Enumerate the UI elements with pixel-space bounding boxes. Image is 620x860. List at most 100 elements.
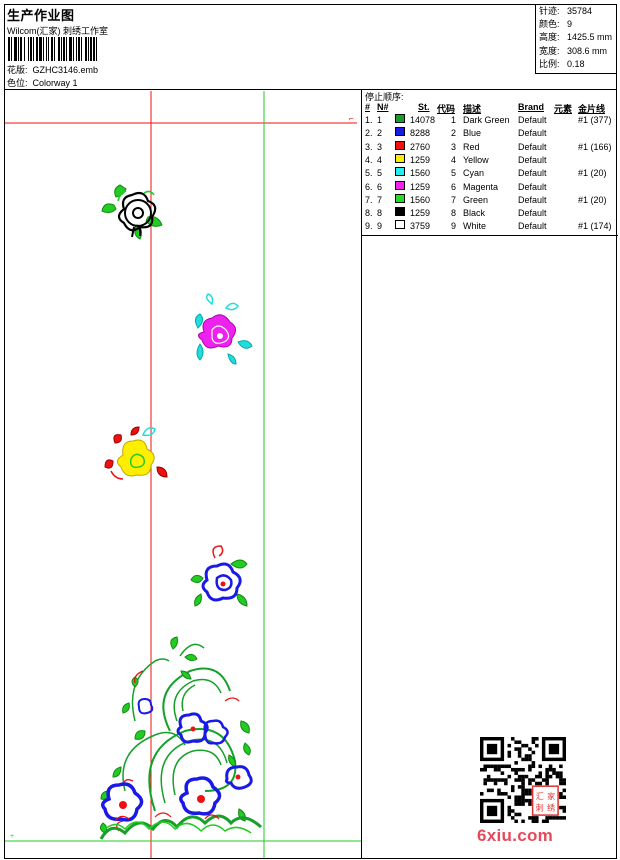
- row-sequin: #1 (20): [578, 168, 607, 179]
- row-stitches: 1560: [410, 168, 431, 179]
- qr-module: [531, 816, 536, 820]
- qr-module: [521, 781, 525, 786]
- barcode-bar: [18, 37, 19, 61]
- seal-character: 汇: [536, 792, 544, 801]
- row-needle: 5: [377, 168, 383, 179]
- barcode-bar: [39, 37, 42, 61]
- row-num: 9.: [365, 221, 373, 232]
- studio-name: Wilcom(汇家) 刺绣工作室: [7, 26, 108, 36]
- qr-module: [541, 819, 546, 823]
- row-description: Red: [463, 141, 480, 152]
- qr-module: [559, 816, 563, 820]
- row-stitches: 3759: [410, 221, 431, 232]
- qr-module: [480, 792, 484, 796]
- qr-module: [517, 812, 522, 817]
- row-code: 3: [451, 141, 457, 152]
- table-row: 3. 3 2760 3 Red Default #1 (166): [362, 140, 618, 154]
- qr-module: [483, 767, 487, 772]
- qr-module: [538, 781, 543, 786]
- qr-finder: [486, 743, 498, 755]
- col-header-n: N#: [377, 102, 389, 112]
- row-sequin: #1 (377): [578, 115, 612, 125]
- qr-module: [517, 750, 522, 755]
- col-header-code: 代码: [437, 104, 456, 114]
- qr-module: [535, 737, 539, 741]
- barcode-bar: [69, 37, 72, 61]
- qr-module: [490, 764, 494, 769]
- qr-module: [548, 767, 553, 772]
- qr-module: [480, 767, 484, 772]
- qr-module: [545, 778, 549, 782]
- table-row: 9. 9 3759 9 White Default #1 (174): [362, 220, 618, 233]
- row-stitches: 1259: [410, 208, 431, 219]
- qr-module: [493, 767, 498, 772]
- qr-module: [521, 757, 525, 762]
- qr-module: [517, 774, 522, 779]
- barcode-bar: [81, 37, 82, 61]
- qr-module: [541, 778, 546, 782]
- col-header-num: #: [365, 102, 371, 112]
- qr-module: [486, 778, 491, 782]
- barcode-bar: [95, 37, 96, 61]
- row-description: Dark Green: [463, 115, 510, 125]
- table-row: 7. 7 1560 7 Green Default #1 (20): [362, 193, 618, 207]
- page-frame: [4, 4, 617, 859]
- barcode-bar: [47, 37, 48, 61]
- qr-module: [507, 812, 512, 817]
- qr-module: [510, 737, 515, 741]
- row-brand: Default: [518, 168, 547, 179]
- qr-module: [538, 774, 543, 779]
- qr-module: [500, 771, 505, 775]
- barcode-bar: [25, 37, 28, 61]
- qr-module: [500, 764, 505, 769]
- qr-module: [545, 781, 549, 786]
- qr-module: [528, 802, 532, 806]
- color-swatch: [395, 127, 405, 137]
- row-needle: 4: [377, 154, 383, 165]
- row-needle: 6: [377, 181, 383, 192]
- barcode-bar: [88, 37, 89, 61]
- barcode-bar: [65, 37, 66, 61]
- qr-finder: [486, 805, 498, 817]
- row-needle: 7: [377, 194, 383, 205]
- qr-module: [521, 788, 525, 793]
- qr-module: [517, 754, 522, 758]
- motif-yellow-flower: [104, 426, 168, 480]
- table-row: 2. 2 8288 2 Blue Default: [362, 127, 618, 140]
- qr-module: [521, 798, 525, 803]
- barcode-bar: [36, 37, 38, 61]
- barcode-bar: [73, 37, 74, 61]
- qr-module: [552, 767, 556, 772]
- stat-row: 高度: 1425.5 mm: [539, 32, 613, 43]
- watermark-logo: 6xiu.com: [477, 826, 554, 845]
- qr-module: [538, 764, 543, 769]
- qr-module: [500, 778, 505, 782]
- qr-module: [562, 781, 566, 786]
- page-title: 生产作业图: [7, 8, 75, 23]
- stats-panel: 针迹: 35784 颜色: 9 高度: 1425.5 mm 宽度: 308.6 mm 比…: [535, 4, 617, 74]
- row-brand: Default: [518, 221, 547, 232]
- qr-module: [528, 816, 532, 820]
- embroidery-design: ⌐: [5, 91, 361, 858]
- corner-mark: ⌐: [349, 114, 354, 123]
- row-num: 1.: [365, 115, 373, 125]
- motif-blue-flower: [190, 545, 248, 607]
- qr-module: [507, 795, 512, 800]
- barcode-bar: [22, 37, 24, 61]
- qr-module: [559, 774, 563, 779]
- row-description: Blue: [463, 128, 482, 139]
- qr-module: [521, 819, 525, 823]
- row-brand: Default: [518, 141, 547, 152]
- qr-module: [528, 767, 532, 772]
- qr-module: [507, 809, 512, 813]
- table-title: 停止顺序:: [365, 92, 404, 102]
- barcode-bar: [11, 37, 12, 61]
- qr-module: [504, 792, 508, 796]
- qr-module: [490, 778, 494, 782]
- file-value: GZHC3146.emb: [32, 65, 99, 75]
- row-sequin: #1 (174): [578, 221, 612, 232]
- qr-module: [514, 747, 518, 751]
- qr-module: [559, 805, 563, 810]
- qr-module: [524, 774, 529, 779]
- corner-mark: +: [10, 833, 14, 840]
